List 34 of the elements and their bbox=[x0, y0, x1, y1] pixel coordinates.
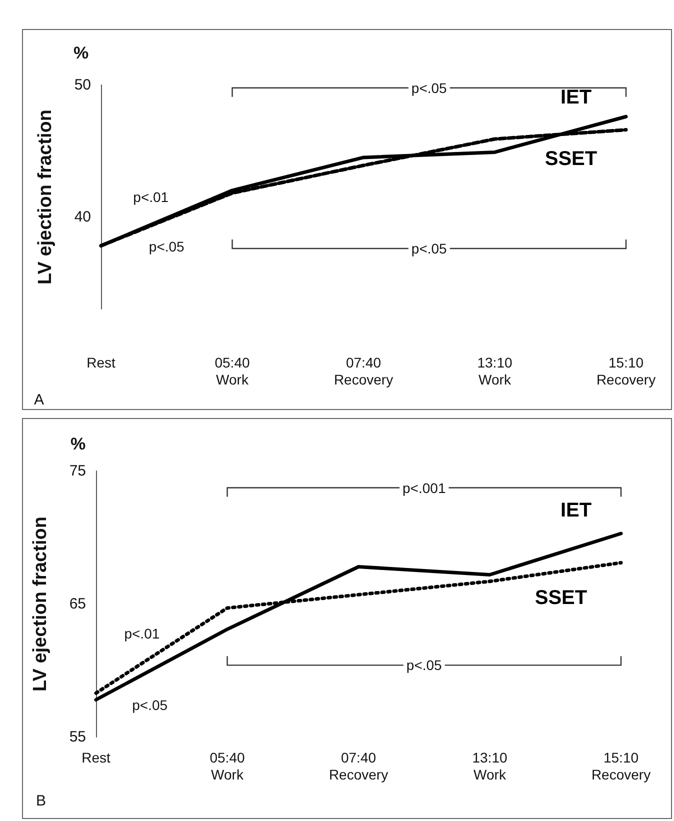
series-label: SSET bbox=[534, 586, 588, 609]
y-tick-label: 65 bbox=[69, 596, 86, 612]
x-tick-label: 15:10 Recovery bbox=[591, 750, 651, 782]
series-label: IET bbox=[560, 86, 592, 109]
x-tick-label: 13:10 Work bbox=[477, 354, 512, 388]
x-tick-label: Rest bbox=[86, 354, 116, 370]
annotation: p<.01 bbox=[124, 625, 160, 642]
annotation: p<.05 bbox=[411, 80, 448, 96]
x-tick-label: 05:40 Work bbox=[214, 354, 250, 388]
annotation: p<.05 bbox=[132, 697, 168, 714]
text: A bbox=[34, 392, 44, 408]
annotation: p<.05 bbox=[148, 238, 185, 254]
x-tick-label: Rest bbox=[82, 750, 110, 766]
series-label: SSET bbox=[544, 148, 598, 170]
y-axis-title: LV ejection fraction bbox=[30, 516, 51, 692]
annotation: p<.05 bbox=[411, 240, 448, 257]
y-tick-label: 55 bbox=[69, 728, 86, 746]
line-series bbox=[94, 532, 623, 702]
annotation: p<.05 bbox=[406, 657, 442, 674]
x-tick-label: 15:10 Recovery bbox=[596, 354, 656, 388]
annotation: p<.001 bbox=[402, 480, 446, 496]
text: % bbox=[73, 44, 89, 62]
x-tick-label: 05:40 Work bbox=[210, 750, 245, 782]
text: % bbox=[70, 434, 86, 454]
x-tick-label: 07:40 Recovery bbox=[334, 354, 394, 388]
y-tick-label: 50 bbox=[74, 76, 91, 94]
x-tick-label: 07:40 Recovery bbox=[328, 750, 388, 782]
text: B bbox=[36, 792, 46, 810]
annotation: p<.01 bbox=[133, 189, 169, 205]
series-label: IET bbox=[560, 500, 592, 522]
y-axis-title: LV ejection fraction bbox=[35, 110, 56, 284]
y-tick-label: 40 bbox=[74, 208, 91, 226]
x-tick-label: 13:10 Work bbox=[472, 750, 508, 782]
y-tick-label: 75 bbox=[69, 462, 86, 480]
